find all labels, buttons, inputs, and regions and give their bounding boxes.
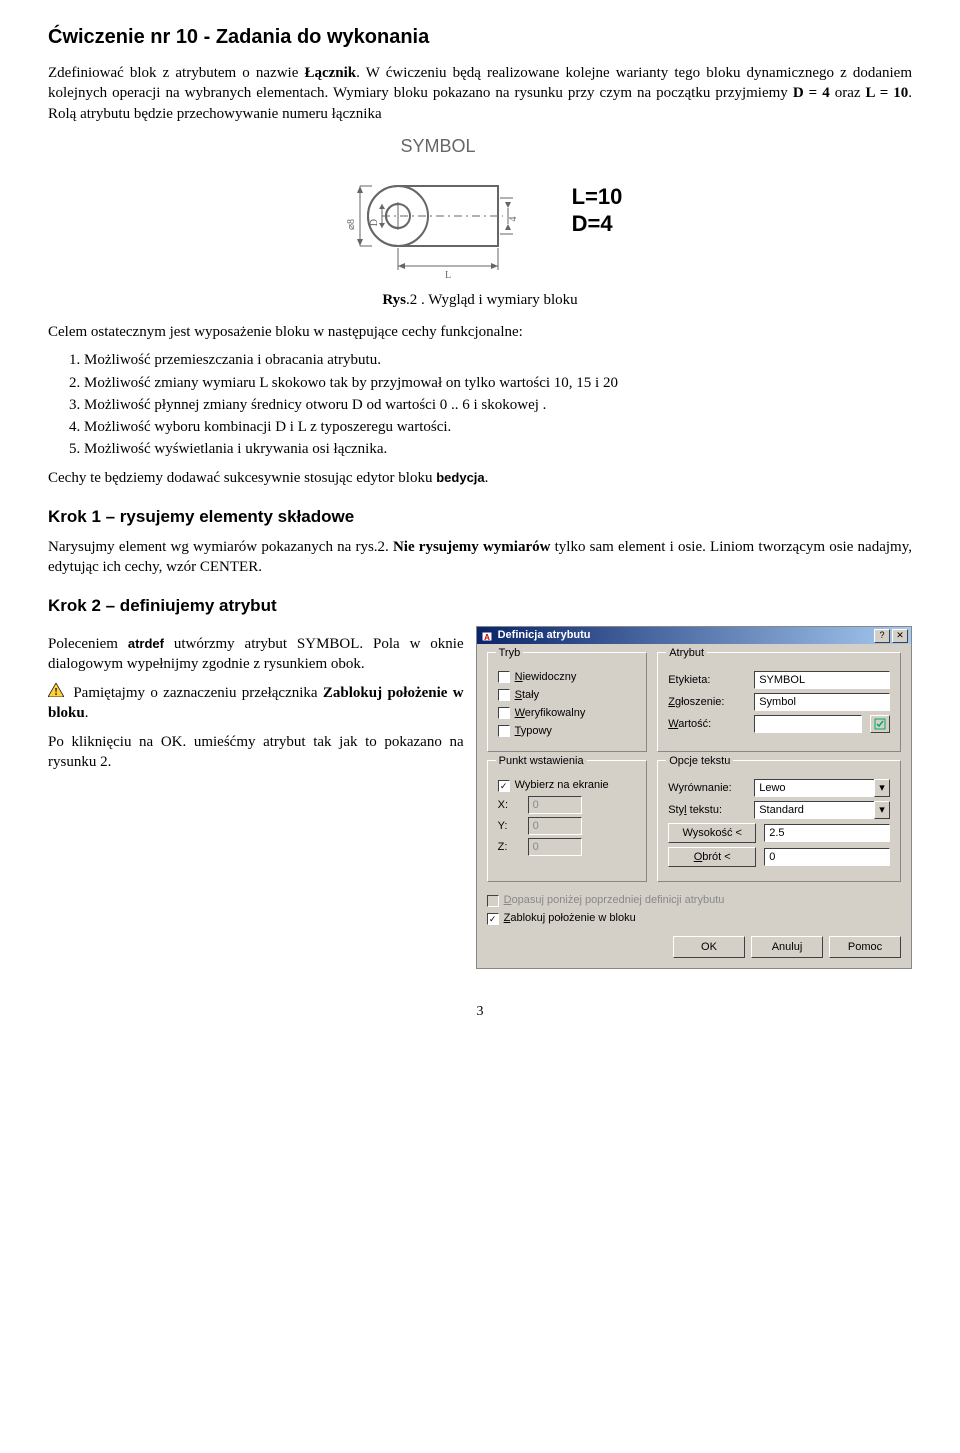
x-label: X: (498, 798, 520, 813)
step2-p1-bold: atrdef (128, 636, 164, 651)
step1-paragraph: Narysujmy element wg wymiarów pokazanych… (48, 537, 912, 578)
intro-bold-1: Łącznik (304, 65, 356, 81)
close-button[interactable]: ✕ (892, 629, 908, 643)
x-input: 0 (528, 796, 582, 814)
list-item: Możliwość wyboru kombinacji D i L z typo… (84, 417, 912, 437)
diagram-dim-l: L (445, 270, 451, 281)
step2-p2: ! Pamiętajmy o zaznaczeniu przełącznika … (48, 683, 464, 724)
diagram-callout: L=10 D=4 (572, 184, 623, 237)
wartosc-label: Wartość: (668, 717, 746, 732)
obrot-input[interactable]: 0 (764, 848, 890, 866)
page-number: 3 (48, 1003, 912, 1022)
wysokosc-input[interactable]: 2.5 (764, 824, 890, 842)
after-list-b: . (485, 470, 489, 486)
wartosc-input[interactable] (754, 715, 862, 733)
step1-a: Narysujmy element wg wymiarów pokazanych… (48, 539, 393, 555)
zgloszenie-input[interactable]: Symbol (754, 693, 890, 711)
diagram-dim-d: D (369, 219, 380, 226)
diagram-dim-8: ⌀8 (346, 219, 357, 230)
dialog-icon: A (480, 629, 494, 643)
wyrownanie-dropdown[interactable]: Lewo▾ (754, 779, 890, 797)
intro-bold-2: D = 4 (793, 85, 830, 101)
punkt-group: ✓Wybierz na ekranie X: 0 Y: 0 Z: 0 (487, 760, 648, 882)
anuluj-button[interactable]: Anuluj (751, 936, 823, 958)
pomoc-button[interactable]: Pomoc (829, 936, 901, 958)
y-input: 0 (528, 817, 582, 835)
intro-paragraph: Zdefiniować blok z atrybutem o nazwie Łą… (48, 63, 912, 124)
styl-dropdown[interactable]: Standard▾ (754, 801, 890, 819)
dialog-title: Definicja atrybutu (498, 628, 591, 643)
step2-p1: Poleceniem atrdef utwórzmy atrybut SYMBO… (48, 634, 464, 675)
ok-button[interactable]: OK (673, 936, 745, 958)
z-input: 0 (528, 838, 582, 856)
caption-prefix: Rys (382, 292, 406, 308)
step2-p2-b: . (85, 705, 89, 721)
y-label: Y: (498, 819, 520, 834)
symbol-diagram: SYMBOL ⌀8 D 4 (338, 136, 548, 286)
chevron-down-icon[interactable]: ▾ (874, 801, 890, 819)
wysokosc-button[interactable]: Wysokość < (668, 823, 756, 843)
attribute-definition-dialog: A Definicja atrybutu ? ✕ Niewidoczny Sta… (476, 626, 912, 969)
zablokuj-checkbox[interactable]: ✓Zablokuj położenie w bloku (487, 911, 901, 926)
intro-bold-3: L = 10 (866, 85, 909, 101)
opcje-group: Wyrównanie: Lewo▾ Styl tekstu: Standard▾… (657, 760, 901, 882)
wyrownanie-label: Wyrównanie: (668, 781, 746, 796)
after-list: Cechy te będziemy dodawać sukcesywnie st… (48, 468, 912, 488)
etykieta-input[interactable]: SYMBOL (754, 671, 890, 689)
list-item: Możliwość zmiany wymiaru L skokowo tak b… (84, 373, 912, 393)
weryfikowalny-checkbox[interactable]: Weryfikowalny (498, 706, 637, 721)
wybierz-na-ekranie-checkbox[interactable]: ✓Wybierz na ekranie (498, 778, 637, 793)
niewidoczny-checkbox[interactable]: Niewidoczny (498, 670, 637, 685)
after-list-bold: bedycja (436, 470, 484, 485)
step2-p3: Po kliknięciu na OK. umieśćmy atrybut ta… (48, 732, 464, 773)
list-item: Możliwość płynnej zmiany średnicy otworu… (84, 395, 912, 415)
svg-text:A: A (484, 633, 490, 642)
warning-icon: ! (48, 683, 64, 703)
diagram-dim-4: 4 (508, 216, 519, 221)
z-label: Z: (498, 840, 520, 855)
diagram-title: SYMBOL (400, 136, 475, 156)
step1-bold: Nie rysujemy wymiarów (393, 539, 550, 555)
intro-text-c: oraz (830, 85, 866, 101)
step2-p1-a: Poleceniem (48, 636, 128, 652)
step2-p2-a: Pamiętajmy o zaznaczeniu przełącznika (68, 685, 323, 701)
svg-text:!: ! (54, 687, 57, 697)
after-list-a: Cechy te będziemy dodawać sukcesywnie st… (48, 470, 436, 486)
callout-l: L=10 (572, 184, 623, 210)
page-title: Ćwiczenie nr 10 - Zadania do wykonania (48, 24, 912, 51)
typowy-checkbox[interactable]: Typowy (498, 724, 637, 739)
step1-heading: Krok 1 – rysujemy elementy składowe (48, 506, 912, 529)
zgloszenie-label: Zgłoszenie: (668, 695, 746, 710)
callout-d: D=4 (572, 211, 623, 237)
figure-caption: Rys.2 . Wygląd i wymiary bloku (48, 290, 912, 310)
tryb-group: Niewidoczny Stały Weryfikowalny Typowy (487, 652, 648, 752)
obrot-button[interactable]: Obrót < (668, 847, 756, 867)
diagram-row: SYMBOL ⌀8 D 4 (48, 136, 912, 286)
staly-checkbox[interactable]: Stały (498, 688, 637, 703)
list-intro: Celem ostatecznym jest wyposażenie bloku… (48, 322, 912, 342)
dopasuj-checkbox: Dopasuj poniżej poprzedniej definicji at… (487, 893, 901, 908)
atrybut-group: Etykieta: SYMBOL Zgłoszenie: Symbol Wart… (657, 652, 901, 752)
caption-rest: .2 . Wygląd i wymiary bloku (406, 292, 578, 308)
pick-value-button[interactable] (870, 715, 890, 733)
step2-heading: Krok 2 – definiujemy atrybut (48, 595, 912, 618)
etykieta-label: Etykieta: (668, 673, 746, 688)
list-item: Możliwość wyświetlania i ukrywania osi ł… (84, 439, 912, 459)
styl-label: Styl tekstu: (668, 803, 746, 818)
feature-list: Możliwość przemieszczania i obracania at… (84, 350, 912, 459)
help-button[interactable]: ? (874, 629, 890, 643)
chevron-down-icon[interactable]: ▾ (874, 779, 890, 797)
intro-text-a: Zdefiniować blok z atrybutem o nazwie (48, 65, 304, 81)
list-item: Możliwość przemieszczania i obracania at… (84, 350, 912, 370)
dialog-titlebar[interactable]: A Definicja atrybutu ? ✕ (477, 627, 911, 644)
